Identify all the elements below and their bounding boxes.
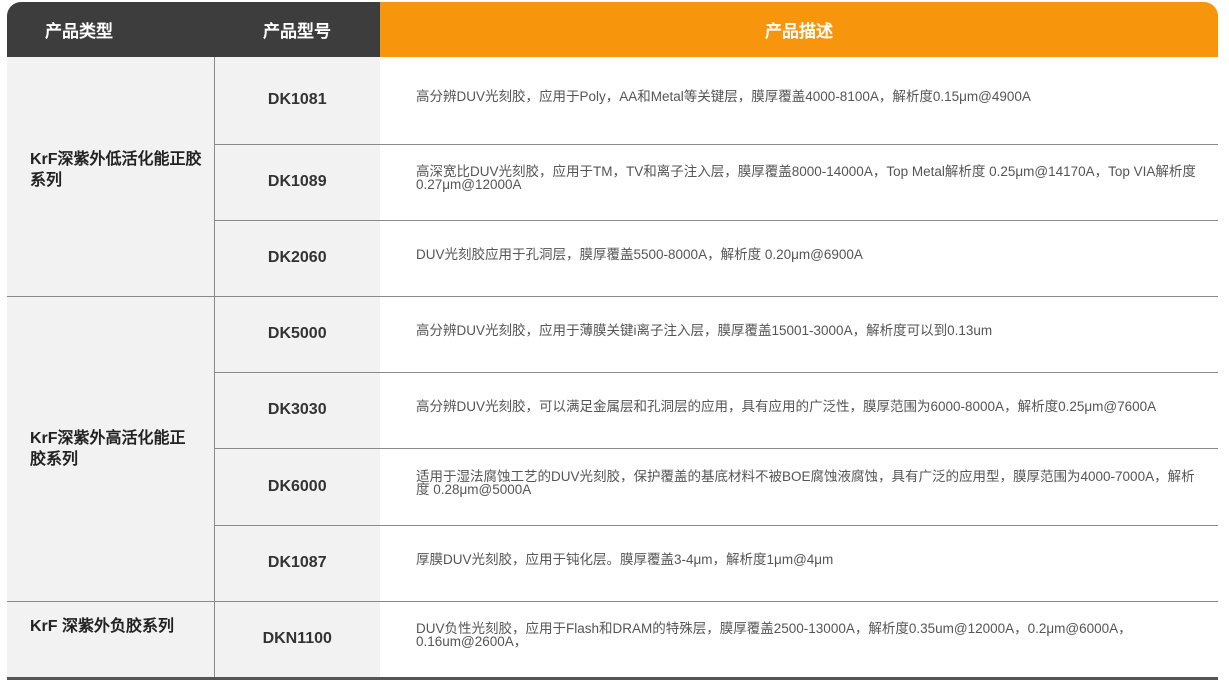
model-cell: DK6000 xyxy=(214,448,380,526)
description-cell: 高分辨DUV光刻胶，可以满足金属层和孔洞层的应用，具有应用的广泛性，膜厚范围为6… xyxy=(380,372,1218,449)
model-cell: DK1087 xyxy=(214,525,380,602)
table-row: DK2060 DUV光刻胶应用于孔洞层，膜厚覆盖5500-8000A，解析度 0… xyxy=(7,220,1218,297)
model-cell: DK2060 xyxy=(214,220,380,297)
table-row: DK1087 厚膜DUV光刻胶，应用于钝化层。膜厚覆盖3-4μm，解析度1μm@… xyxy=(7,525,1218,602)
table-row: DK1089 高深宽比DUV光刻胶，应用于TM，TV和离子注入层，膜厚覆盖800… xyxy=(7,144,1218,221)
table-row: DK3030 高分辨DUV光刻胶，可以满足金属层和孔洞层的应用，具有应用的广泛性… xyxy=(7,372,1218,449)
model-cell: DK5000 xyxy=(214,296,380,373)
description-cell: 厚膜DUV光刻胶，应用于钝化层。膜厚覆盖3-4μm，解析度1μm@4μm xyxy=(380,525,1218,602)
header-description: 产品描述 xyxy=(380,2,1218,57)
category-cell: KrF深紫外高活化能正胶系列 xyxy=(7,296,215,602)
description-cell: 高深宽比DUV光刻胶，应用于TM，TV和离子注入层，膜厚覆盖8000-14000… xyxy=(380,144,1218,221)
description-cell: DUV光刻胶应用于孔洞层，膜厚覆盖5500-8000A，解析度 0.20μm@6… xyxy=(380,220,1218,297)
description-cell: 高分辨DUV光刻胶，应用于薄膜关键i离子注入层，膜厚覆盖15001-3000A，… xyxy=(380,296,1218,373)
description-cell: 高分辨DUV光刻胶，应用于Poly，AA和Metal等关键层，膜厚覆盖4000-… xyxy=(380,57,1218,145)
table-row: KrF深紫外高活化能正胶系列 DK5000 高分辨DUV光刻胶，应用于薄膜关键i… xyxy=(7,296,1218,602)
model-cell: DK1081 xyxy=(214,57,380,145)
table-header: 产品类型 产品型号 产品描述 xyxy=(7,2,1218,57)
category-cell: KrF 深紫外负胶系列 xyxy=(7,601,215,680)
header-type: 产品类型 xyxy=(7,2,214,57)
model-cell: DK3030 xyxy=(214,372,380,449)
table-row: KrF深紫外低活化能正胶系列 DK1081 高分辨DUV光刻胶，应用于Poly，… xyxy=(7,57,1218,297)
product-table: 产品类型 产品型号 产品描述 KrF深紫外低活化能正胶系列 DK1081 高分辨… xyxy=(7,2,1218,680)
header-model: 产品型号 xyxy=(214,2,380,57)
table-row: DK6000 适用于湿法腐蚀工艺的DUV光刻胶，保护覆盖的基底材料不被BOE腐蚀… xyxy=(7,448,1218,526)
model-cell: DKN1100 xyxy=(214,601,380,680)
description-cell: DUV负性光刻胶，应用于Flash和DRAM的特殊层，膜厚覆盖2500-1300… xyxy=(380,601,1218,680)
category-cell: KrF深紫外低活化能正胶系列 xyxy=(7,57,215,297)
description-cell: 适用于湿法腐蚀工艺的DUV光刻胶，保护覆盖的基底材料不被BOE腐蚀液腐蚀，具有广… xyxy=(380,448,1218,526)
model-cell: DK1089 xyxy=(214,144,380,221)
table-row: KrF 深紫外负胶系列 DKN1100 DUV负性光刻胶，应用于Flash和DR… xyxy=(7,601,1218,680)
